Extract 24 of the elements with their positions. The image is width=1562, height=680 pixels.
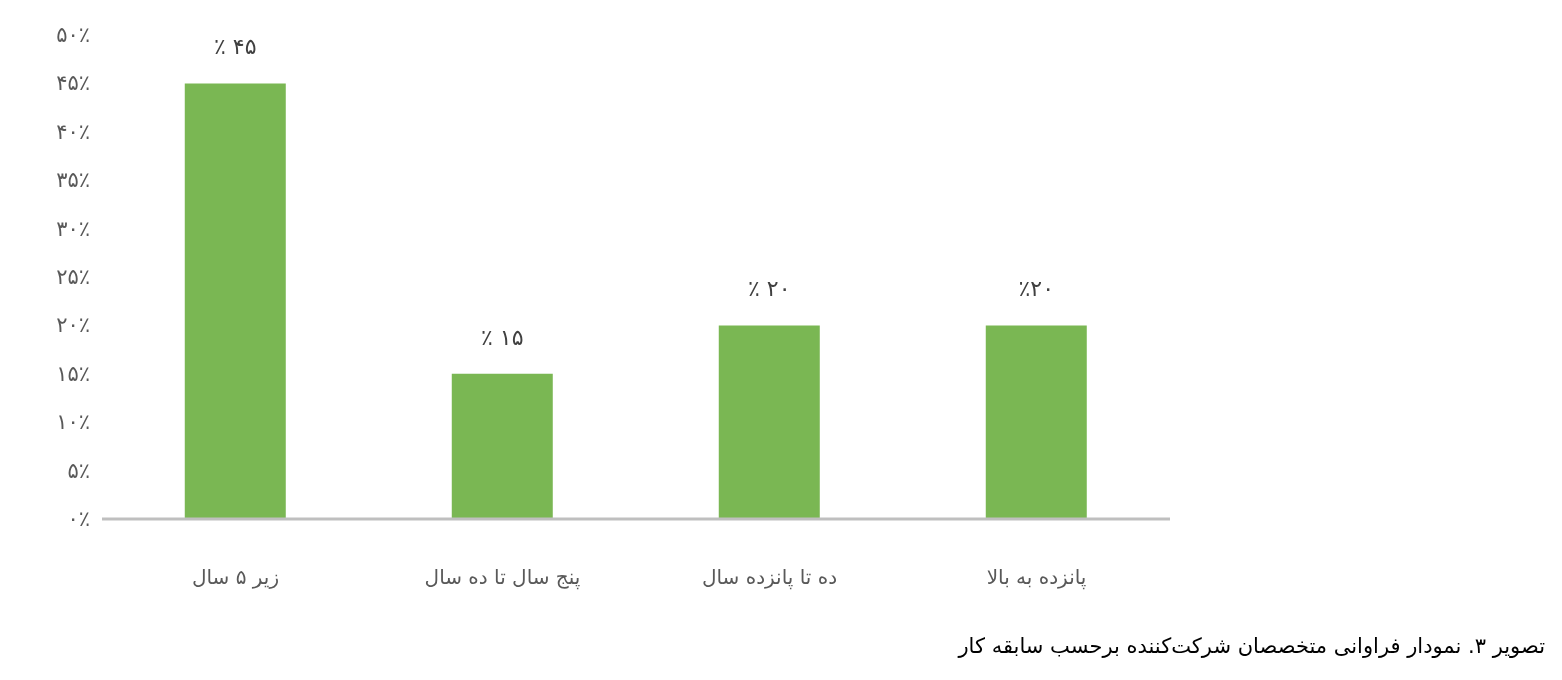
data-label: ٪ ۱۵ [481,324,524,350]
x-tick-label: پانزده به بالا [986,565,1087,590]
x-tick-label: پنج سال تا ده سال [424,565,581,590]
y-tick-label: ۴۵٪ [56,71,90,96]
x-tick-label: ده تا پانزده سال [701,565,838,590]
bar [451,373,553,519]
text: تصویر ۳. نمودار فراوانی متخصصان شرکت‌کننده برحسب سابقه کار [958,634,1545,658]
y-tick-label: ۱۵٪ [56,361,90,386]
y-tick-label: ۰٪ [67,507,90,531]
y-tick-label: ۲۰٪ [56,313,90,338]
y-tick-label: ۳۰٪ [56,216,90,241]
y-tick-label: ۱۰٪ [56,410,90,435]
y-tick-label: ۵٪ [67,458,90,483]
bar [718,325,820,519]
y-tick-label: ۲۵٪ [56,265,90,289]
x-tick-label: زیر ۵ سال [191,565,280,589]
y-tick-label: ۳۵٪ [56,168,90,193]
y-tick-label: ۵۰٪ [56,23,90,47]
y-tick-label: ۴۰٪ [56,119,90,144]
data-label: ٪ ۲۰ [748,275,791,301]
data-label: ٪۲۰ [1018,275,1054,301]
bar [985,325,1087,519]
bar [184,83,286,519]
data-label: ٪ ۴۵ [214,33,257,59]
